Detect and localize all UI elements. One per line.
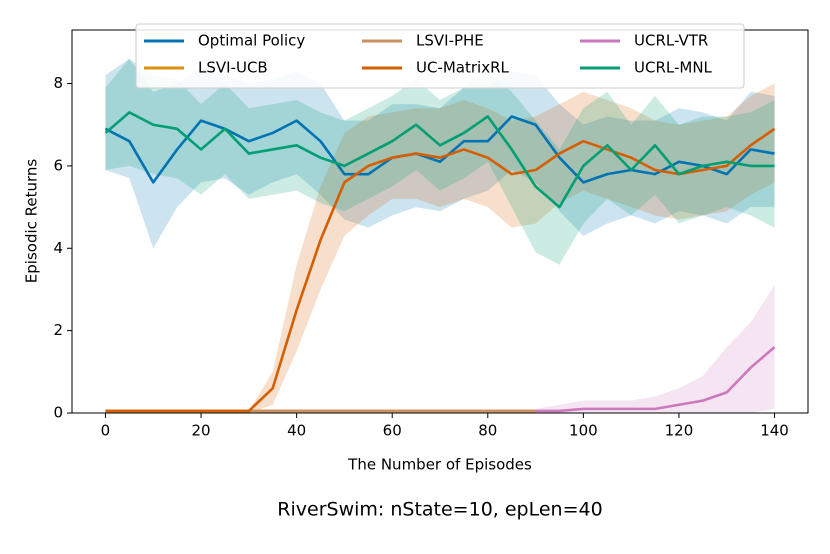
x-tick-label: 120 bbox=[665, 422, 694, 440]
series-line bbox=[105, 127, 776, 413]
axes: 0 20 40 60 80 100 120 140 0 2 4 6 8 bbox=[53, 74, 788, 439]
caption: RiverSwim: nState=10, epLen=40 bbox=[277, 499, 602, 521]
confidence-band bbox=[105, 83, 775, 414]
legend-label: UC-MatrixRL bbox=[416, 59, 510, 77]
x-tick-label: 80 bbox=[478, 422, 497, 440]
legend-label: LSVI-UCB bbox=[198, 59, 268, 77]
y-tick-label: 0 bbox=[53, 404, 63, 422]
y-tick-label: 6 bbox=[53, 156, 63, 174]
y-tick-label: 2 bbox=[53, 321, 63, 339]
lines bbox=[104, 111, 776, 413]
confidence-band bbox=[535, 285, 775, 413]
y-axis-label: Episodic Returns bbox=[23, 159, 41, 284]
x-tick-label: 100 bbox=[569, 422, 598, 440]
y-tick-label: 8 bbox=[53, 74, 63, 92]
x-axis-label: The Number of Episodes bbox=[347, 456, 532, 474]
series-line bbox=[104, 115, 775, 184]
confidence-band bbox=[105, 58, 775, 249]
series-line bbox=[535, 346, 776, 413]
y-tick-label: 4 bbox=[53, 239, 63, 257]
x-tick-label: 0 bbox=[101, 422, 111, 440]
x-tick-label: 40 bbox=[287, 422, 306, 440]
legend-label: UCRL-MNL bbox=[634, 59, 713, 77]
legend-label: Optimal Policy bbox=[198, 32, 305, 50]
x-tick-label: 20 bbox=[191, 422, 210, 440]
series-line bbox=[104, 111, 775, 209]
x-tick-label: 140 bbox=[760, 422, 789, 440]
legend-label: LSVI-PHE bbox=[416, 32, 484, 50]
bands bbox=[105, 58, 775, 414]
x-tick-label: 60 bbox=[383, 422, 402, 440]
legend-label: UCRL-VTR bbox=[634, 32, 708, 50]
legend: Optimal Policy LSVI-UCB LSVI-PHE UC-MatrixR… bbox=[135, 23, 745, 89]
